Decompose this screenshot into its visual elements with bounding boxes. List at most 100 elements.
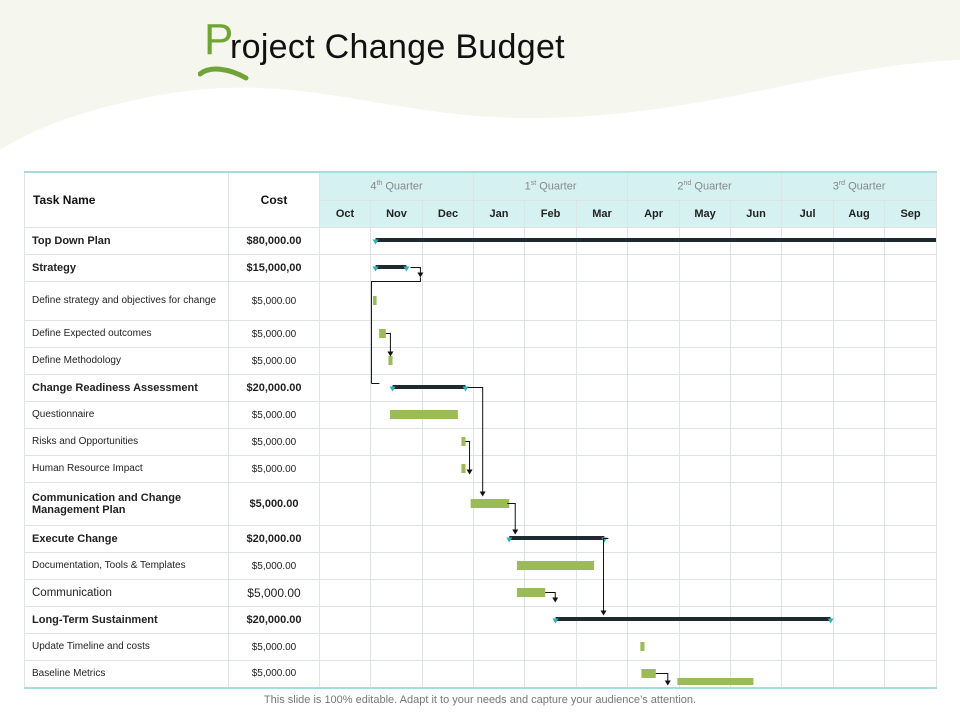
timeline-cell: [679, 428, 732, 456]
timeline-cell: [421, 579, 475, 607]
timeline-cell: [833, 525, 886, 553]
timeline-cell: [627, 227, 681, 255]
timeline-cell: [319, 227, 371, 255]
timeline-cell: [473, 660, 526, 689]
timeline-cell: [319, 281, 371, 321]
timeline-cell: [473, 320, 526, 348]
quarter-header: 3rd Quarter: [781, 171, 938, 201]
timeline-cell: [627, 660, 681, 689]
timeline-cell: [679, 455, 732, 483]
timeline-cell: [627, 606, 681, 634]
table-row: Long-Term Sustainment $20,000.00: [24, 606, 938, 634]
timeline-cell: [370, 320, 423, 348]
timeline-cell: [679, 374, 732, 402]
timeline-cell: [524, 525, 578, 553]
timeline-cell: [730, 428, 783, 456]
timeline-cell: [319, 482, 371, 526]
table-row: Questionnaire $5,000.00: [24, 401, 938, 429]
timeline-cell: [524, 660, 578, 689]
timeline-cell: [421, 374, 475, 402]
task-name-cell: Define Methodology: [24, 347, 229, 375]
timeline-cell: [421, 428, 475, 456]
column-header-task: Task Name: [24, 171, 229, 228]
timeline-cell: [524, 428, 578, 456]
timeline-cell: [627, 482, 681, 526]
timeline-cell: [679, 482, 732, 526]
table-row: Human Resource Impact $5,000.00: [24, 455, 938, 483]
task-name-cell: Documentation, Tools & Templates: [24, 552, 229, 580]
cost-cell: $80,000.00: [228, 227, 320, 255]
timeline-cell: [576, 525, 629, 553]
timeline-cell: [473, 428, 526, 456]
timeline-cell: [833, 401, 886, 429]
month-header: Jun: [730, 199, 783, 228]
cost-cell: $15,000,00: [228, 254, 320, 282]
timeline-cell: [370, 525, 423, 553]
table-row: Documentation, Tools & Templates $5,000.0…: [24, 552, 938, 580]
table-row: Communication and Change Management Plan…: [24, 482, 938, 526]
timeline-cell: [421, 660, 475, 689]
timeline-cell: [421, 606, 475, 634]
timeline-cell: [524, 606, 578, 634]
month-header: Apr: [627, 199, 681, 228]
timeline-cell: [319, 428, 371, 456]
timeline-cell: [370, 428, 423, 456]
timeline-cell: [679, 579, 732, 607]
timeline-cell: [319, 347, 371, 375]
timeline-cell: [370, 347, 423, 375]
timeline-cell: [730, 374, 783, 402]
timeline-cell: [473, 374, 526, 402]
timeline-cell: [524, 579, 578, 607]
month-header: Jan: [473, 199, 526, 228]
timeline-cell: [319, 525, 371, 553]
month-header: Nov: [370, 199, 423, 228]
timeline-cell: [679, 281, 732, 321]
timeline-cell: [730, 633, 783, 661]
task-name-cell: Human Resource Impact: [24, 455, 229, 483]
quarter-header: 1st Quarter: [473, 171, 629, 201]
timeline-cell: [319, 579, 371, 607]
cost-cell: $5,000.00: [228, 579, 320, 607]
timeline-cell: [833, 320, 886, 348]
timeline-cell: [627, 374, 681, 402]
timeline-cell: [524, 401, 578, 429]
task-name-cell: Strategy: [24, 254, 229, 282]
timeline-cell: [730, 482, 783, 526]
cost-cell: $5,000.00: [228, 320, 320, 348]
timeline-cell: [627, 579, 681, 607]
timeline-cell: [627, 401, 681, 429]
month-header: Sep: [884, 199, 938, 228]
timeline-cell: [730, 254, 783, 282]
timeline-cell: [576, 347, 629, 375]
timeline-cell: [473, 401, 526, 429]
column-header-cost: Cost: [228, 171, 320, 228]
timeline-cell: [473, 455, 526, 483]
table-row: Define strategy and objectives for chang…: [24, 281, 938, 321]
timeline-cell: [627, 347, 681, 375]
timeline-cell: [679, 401, 732, 429]
timeline-cell: [781, 320, 835, 348]
timeline-cell: [884, 552, 938, 580]
timeline-cell: [421, 525, 475, 553]
timeline-cell: [730, 401, 783, 429]
timeline-cell: [421, 482, 475, 526]
timeline-cell: [473, 606, 526, 634]
timeline-cell: [781, 347, 835, 375]
timeline-cell: [370, 281, 423, 321]
timeline-cell: [319, 254, 371, 282]
timeline-cell: [833, 254, 886, 282]
timeline-cell: [627, 254, 681, 282]
month-header: Jul: [781, 199, 835, 228]
timeline-cell: [576, 281, 629, 321]
timeline-cell: [730, 552, 783, 580]
task-name-cell: Update Timeline and costs: [24, 633, 229, 661]
timeline-cell: [421, 281, 475, 321]
month-header: Oct: [319, 199, 371, 228]
cost-cell: $5,000.00: [228, 660, 320, 689]
timeline-cell: [473, 281, 526, 321]
cost-cell: $5,000.00: [228, 455, 320, 483]
timeline-cell: [524, 254, 578, 282]
timeline-cell: [421, 254, 475, 282]
timeline-cell: [319, 606, 371, 634]
timeline-cell: [679, 633, 732, 661]
